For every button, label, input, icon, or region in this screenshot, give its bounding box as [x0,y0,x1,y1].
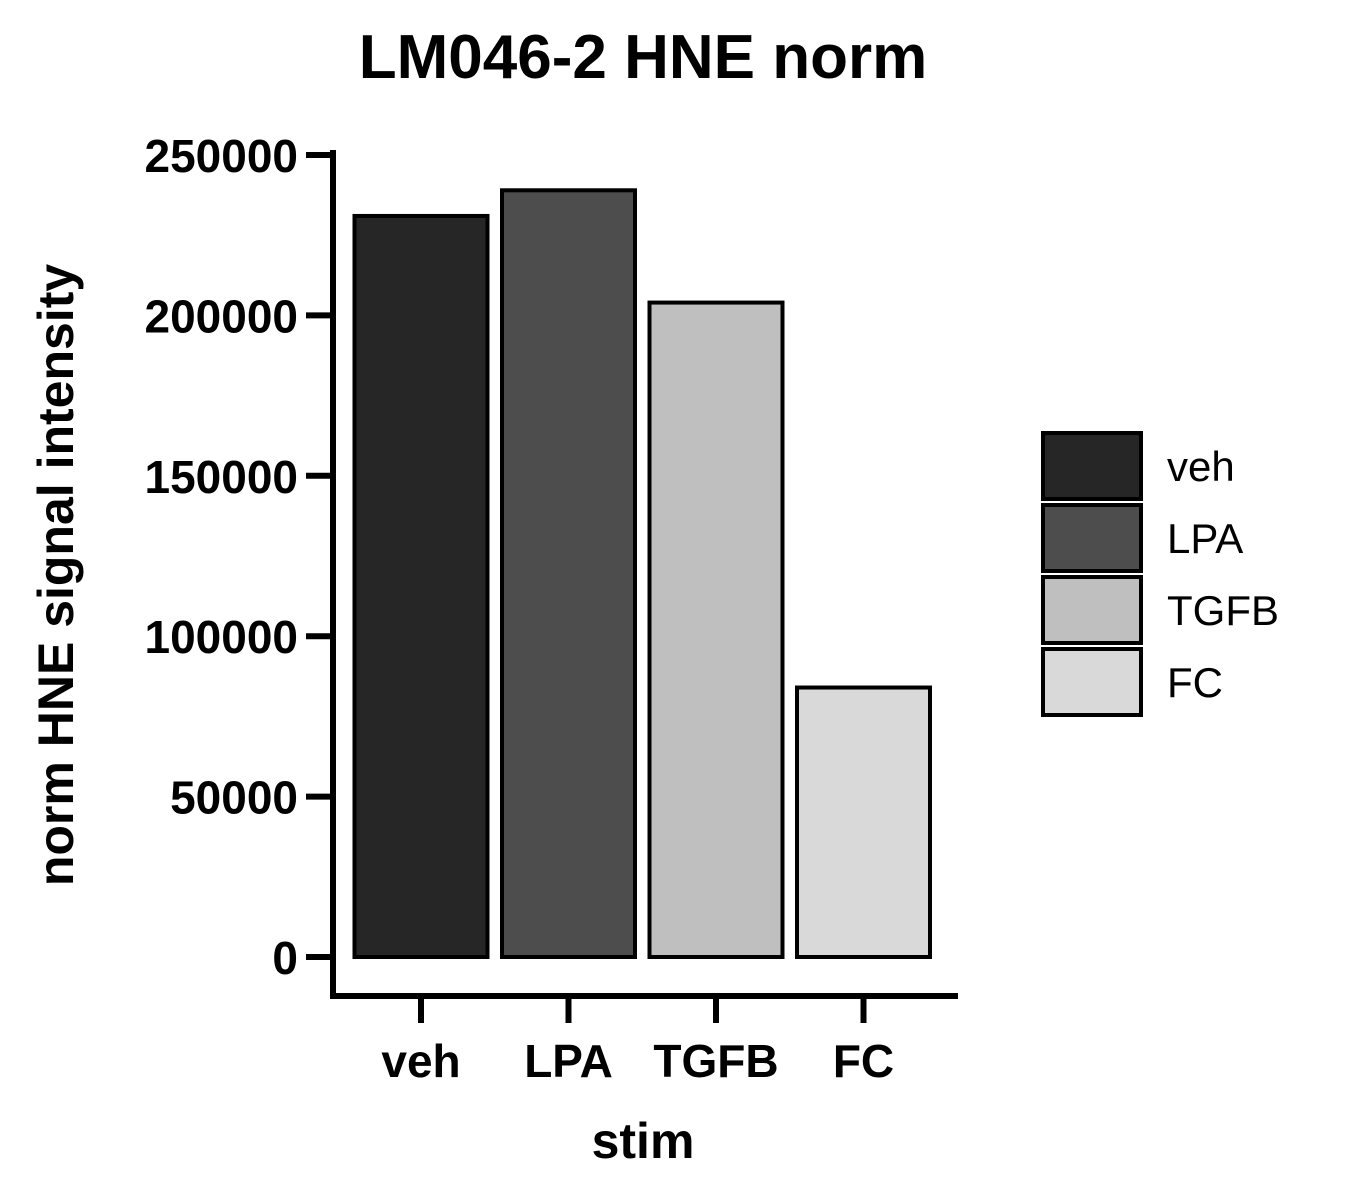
legend-swatch [1041,503,1143,573]
y-axis-title: norm HNE signal intensity [28,264,84,887]
legend-swatch [1041,431,1143,501]
bar-tgfb [647,300,785,959]
y-tick-label: 250000 [145,130,299,182]
x-axis-title: stim [592,1113,695,1169]
legend-swatch [1041,575,1143,645]
bar-veh [352,213,490,959]
legend-label: TGFB [1167,587,1279,634]
y-tick-label: 150000 [145,451,299,503]
x-tick-label: veh [381,1035,460,1087]
legend-label: FC [1167,659,1223,706]
bar-lpa [500,188,637,959]
x-tick-label: TGFB [653,1035,778,1087]
legend-swatch [1041,647,1143,717]
y-tick-label: 50000 [170,772,298,824]
plot-area: 0 50000 100000 150000 200000 250000 veh LPA TGFB… [145,130,958,1087]
legend-label: LPA [1167,515,1243,562]
y-tick-label: 100000 [145,611,299,663]
x-tick-label: FC [833,1035,894,1087]
y-tick-label: 200000 [145,290,299,342]
bar-fc [795,685,932,959]
legend: veh LPA TGFB FC [1041,431,1279,717]
x-tick-label: LPA [524,1035,613,1087]
legend-label: veh [1167,443,1235,490]
chart-title: LM046-2 HNE norm [359,23,927,92]
y-tick-label: 0 [272,932,298,984]
